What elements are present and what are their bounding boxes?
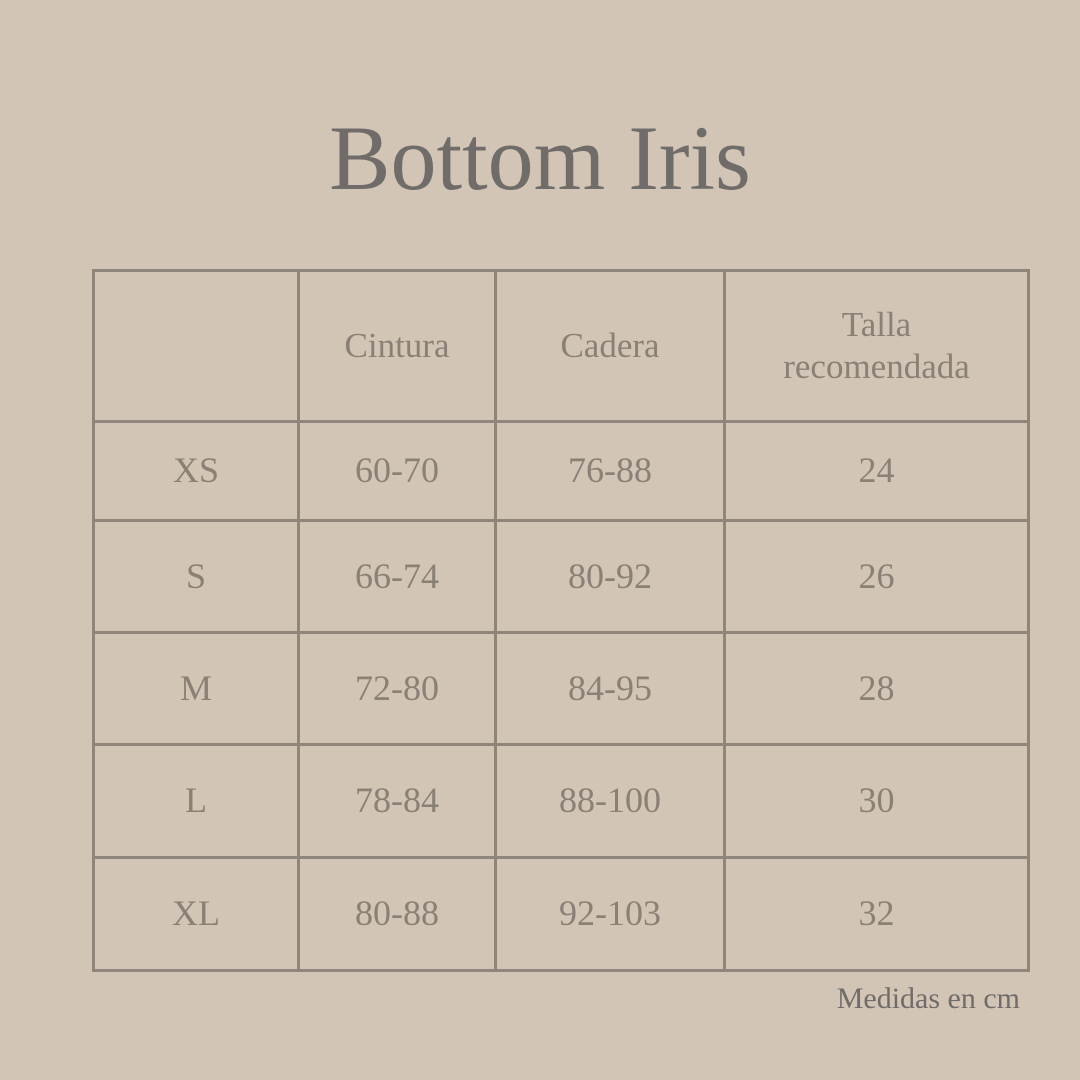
header-cell: Cintura	[297, 269, 497, 423]
header-cell	[92, 269, 300, 423]
table-header-row: Cintura Cadera Talla recomendada	[92, 269, 1030, 423]
table-cell: 30	[723, 743, 1030, 859]
size-table: Cintura Cadera Talla recomendada XS 60-7…	[92, 269, 1030, 972]
table-cell: 32	[723, 856, 1030, 972]
table-cell: 76-88	[494, 420, 726, 522]
size-cell: S	[92, 519, 300, 634]
size-cell: XL	[92, 856, 300, 972]
table-cell: 84-95	[494, 631, 726, 746]
table-cell: 80-92	[494, 519, 726, 634]
header-cell-text: Talla recomendada	[783, 305, 970, 386]
table-cell: 78-84	[297, 743, 497, 859]
table-cell: 26	[723, 519, 1030, 634]
page-title: Bottom Iris	[329, 107, 751, 209]
size-cell: L	[92, 743, 300, 859]
table-row: XL 80-88 92-103 32	[92, 856, 1030, 972]
table-cell: 80-88	[297, 856, 497, 972]
table-cell: 66-74	[297, 519, 497, 634]
units-note: Medidas en cm	[836, 982, 1020, 1015]
table-row: S 66-74 80-92 26	[92, 519, 1030, 634]
table-cell: 28	[723, 631, 1030, 746]
header-cell: Cadera	[494, 269, 726, 423]
table-cell: 72-80	[297, 631, 497, 746]
table-cell: 92-103	[494, 856, 726, 972]
table-row: L 78-84 88-100 30	[92, 743, 1030, 859]
table-cell: 88-100	[494, 743, 726, 859]
size-cell: M	[92, 631, 300, 746]
table-cell: 24	[723, 420, 1030, 522]
table-row: XS 60-70 76-88 24	[92, 420, 1030, 522]
size-cell: XS	[92, 420, 300, 522]
table-row: M 72-80 84-95 28	[92, 631, 1030, 746]
header-cell: Talla recomendada	[723, 269, 1030, 423]
table-cell: 60-70	[297, 420, 497, 522]
